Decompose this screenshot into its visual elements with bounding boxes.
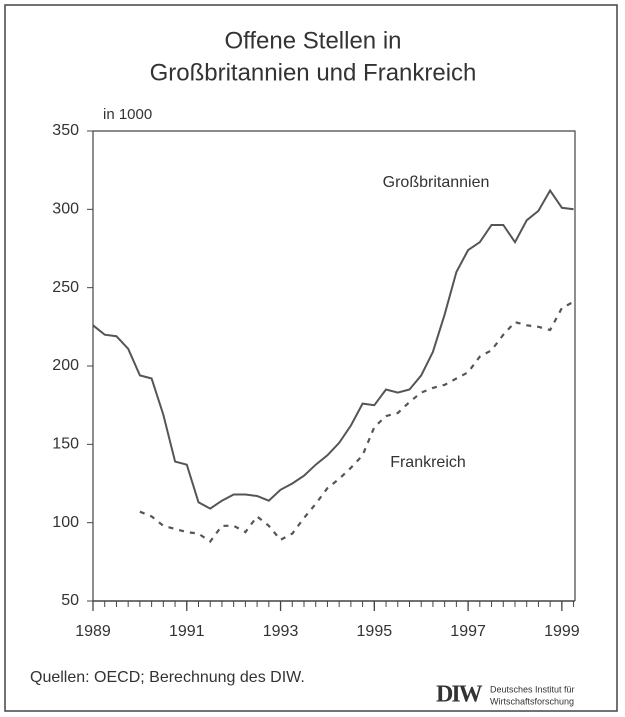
y-tick-label: 100 [52,514,79,531]
chart-title: Offene Stellen in [224,27,401,54]
x-tick-label: 1995 [357,623,393,640]
logo-mark: DIW [436,682,483,708]
x-tick-label: 1997 [450,623,486,640]
logo-text: Deutsches Institut für [490,684,575,694]
source: Quellen: OECD; Berechnung des DIW. [30,669,305,686]
series-label: Frankreich [390,454,466,471]
logo-text: Wirtschaftsforschung [490,696,574,706]
y-tick-label: 250 [52,279,79,296]
series-line [139,300,575,543]
y-axis-label: in 1000 [103,106,152,123]
y-tick-label: 300 [52,201,79,218]
y-tick-label: 150 [52,436,79,453]
frame [4,4,618,712]
y-tick-label: 200 [52,357,79,374]
chart-title: Großbritannien und Frankreich [150,59,477,86]
series-line [92,188,574,510]
x-tick-label: 1989 [75,623,111,640]
x-tick-label: 1993 [263,623,299,640]
series-label: Großbritannien [383,174,490,191]
y-tick-label: 350 [52,122,79,139]
y-tick-label: 50 [61,592,79,609]
x-tick-label: 1999 [544,623,580,640]
x-tick-label: 1991 [169,623,205,640]
